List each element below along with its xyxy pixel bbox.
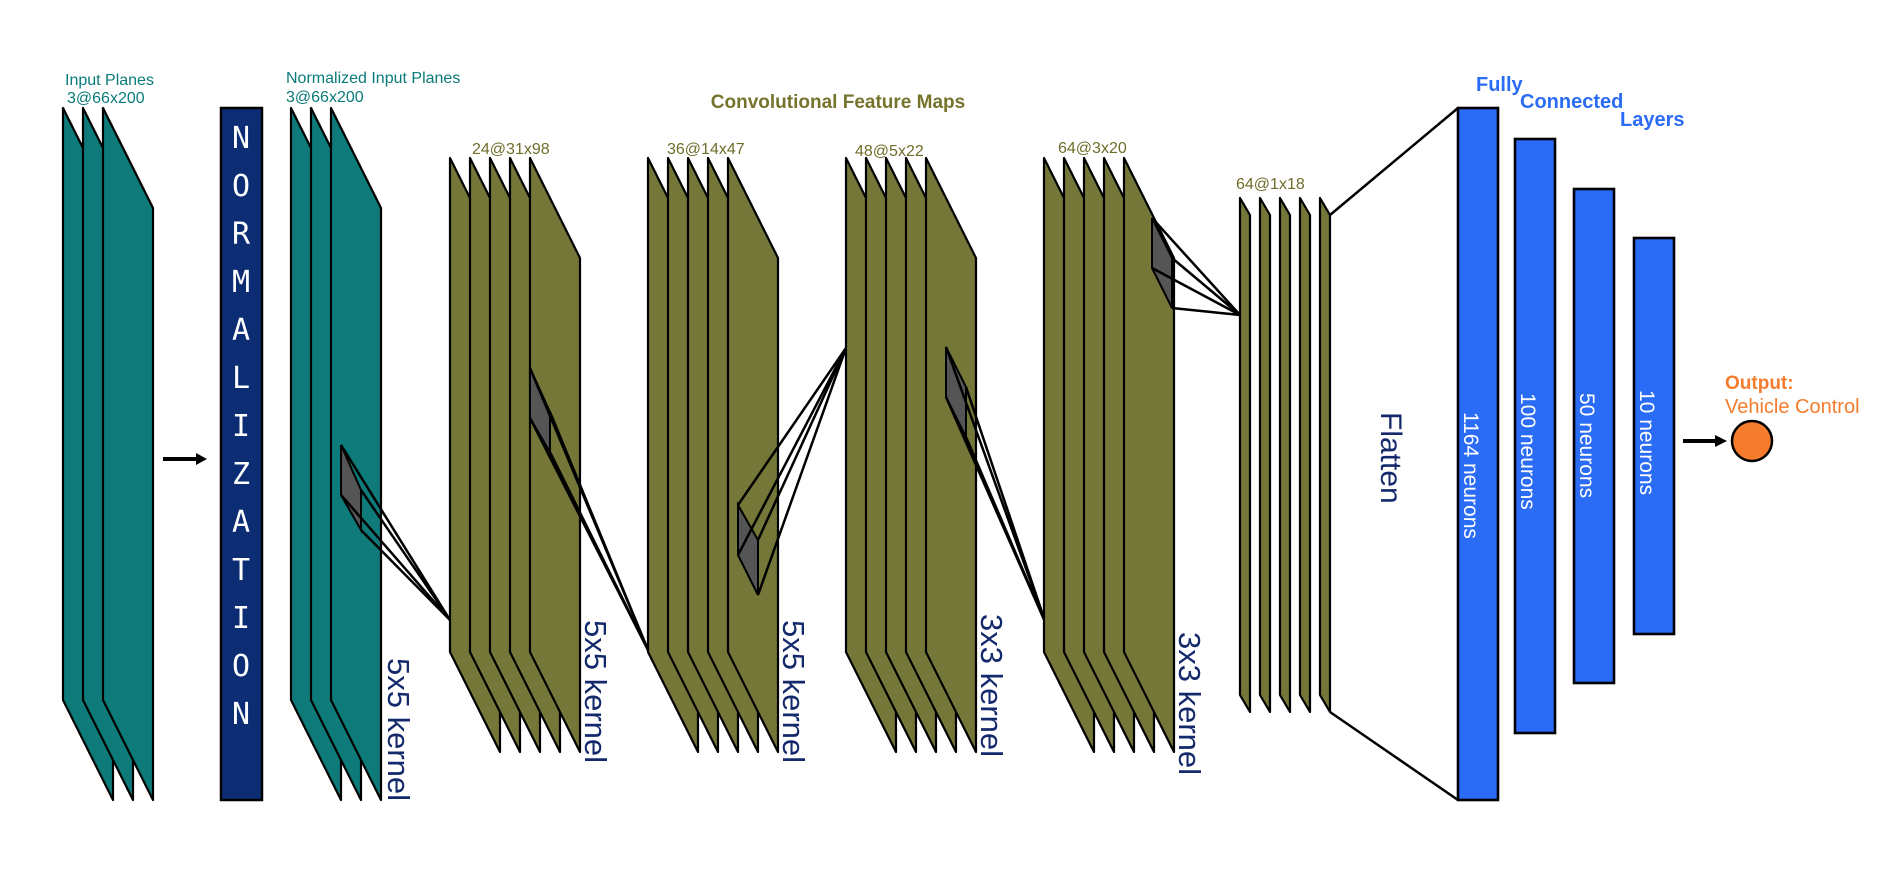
feature-map-4-dims: 64@3x20	[1058, 140, 1127, 157]
connector-kernel-4	[944, 346, 1048, 625]
kernel-label-3: 5x5 kernel	[776, 620, 811, 763]
fc-title-connected: Connected	[1520, 91, 1623, 113]
normalization-letter: O	[232, 649, 250, 684]
output-label-title: Output:	[1725, 373, 1794, 394]
kernel-label-1: 5x5 kernel	[381, 658, 416, 801]
normalization-letter: Z	[232, 457, 250, 492]
normalization-letter: I	[232, 409, 250, 444]
feature-map-1-dims: 24@31x98	[472, 141, 550, 158]
fc-layer-4: 10 neurons	[1632, 236, 1676, 636]
input-planes-dims: 3@66x200	[67, 90, 145, 107]
fc-layer-4-label: 10 neurons	[1635, 390, 1658, 495]
flatten-connector	[1329, 107, 1459, 802]
arrow-to-output	[1683, 435, 1727, 447]
normalization-letter: A	[232, 505, 250, 540]
normalization-letter: N	[232, 697, 250, 732]
fc-layer-1: 1164 neurons	[1456, 106, 1500, 802]
feature-map-4	[1042, 156, 1176, 754]
fc-layer-1-label: 1164 neurons	[1459, 412, 1482, 539]
arrow-to-normalization	[163, 453, 207, 465]
normalization-letter: A	[232, 313, 250, 348]
normalization-letter: T	[232, 553, 250, 588]
feature-map-3	[844, 156, 978, 754]
feature-map-3-dims: 48@5x22	[855, 143, 924, 160]
fc-layer-2-label: 100 neurons	[1516, 393, 1539, 510]
kernel-label-4: 3x3 kernel	[974, 614, 1009, 757]
feature-map-2-dims: 36@14x47	[667, 141, 745, 158]
output-label: Vehicle Control	[1725, 396, 1860, 418]
input-planes	[61, 106, 155, 802]
conv-feature-maps-title: Convolutional Feature Maps	[711, 92, 965, 113]
fc-title-layers: Layers	[1620, 109, 1685, 131]
feature-map-5	[1238, 196, 1332, 714]
fc-layer-3-label: 50 neurons	[1575, 393, 1598, 498]
normalization-block	[219, 106, 264, 802]
normalization-letter: R	[232, 217, 251, 252]
normalization-letter: I	[232, 601, 250, 636]
feature-map-1	[448, 156, 582, 754]
input-planes-title: Input Planes	[65, 72, 154, 89]
flatten-label: Flatten	[1374, 412, 1407, 504]
normalization-letter: N	[232, 121, 250, 156]
feature-map-5-dims: 64@1x18	[1236, 176, 1305, 193]
connector-kernel-1	[339, 444, 452, 621]
normalization-letter: O	[232, 169, 250, 204]
normalized-planes-dims: 3@66x200	[286, 89, 364, 106]
kernel-label-2: 5x5 kernel	[578, 620, 613, 763]
feature-map-2	[646, 156, 780, 754]
connector-kernel-3	[736, 347, 848, 596]
normalization-letter: L	[232, 361, 250, 396]
fc-title-fully: Fully	[1476, 74, 1524, 96]
kernel-label-5: 3x3 kernel	[1172, 632, 1207, 775]
connector-kernel-2	[528, 367, 650, 651]
connector-kernel-5	[1151, 217, 1241, 317]
normalized-planes-title: Normalized Input Planes	[286, 70, 460, 87]
fc-layer-3: 50 neurons	[1572, 187, 1616, 685]
output-node	[1730, 419, 1774, 463]
normalization-letter: M	[232, 265, 250, 300]
normalized-input-planes	[289, 106, 383, 802]
fc-layer-2: 100 neurons	[1513, 137, 1557, 735]
